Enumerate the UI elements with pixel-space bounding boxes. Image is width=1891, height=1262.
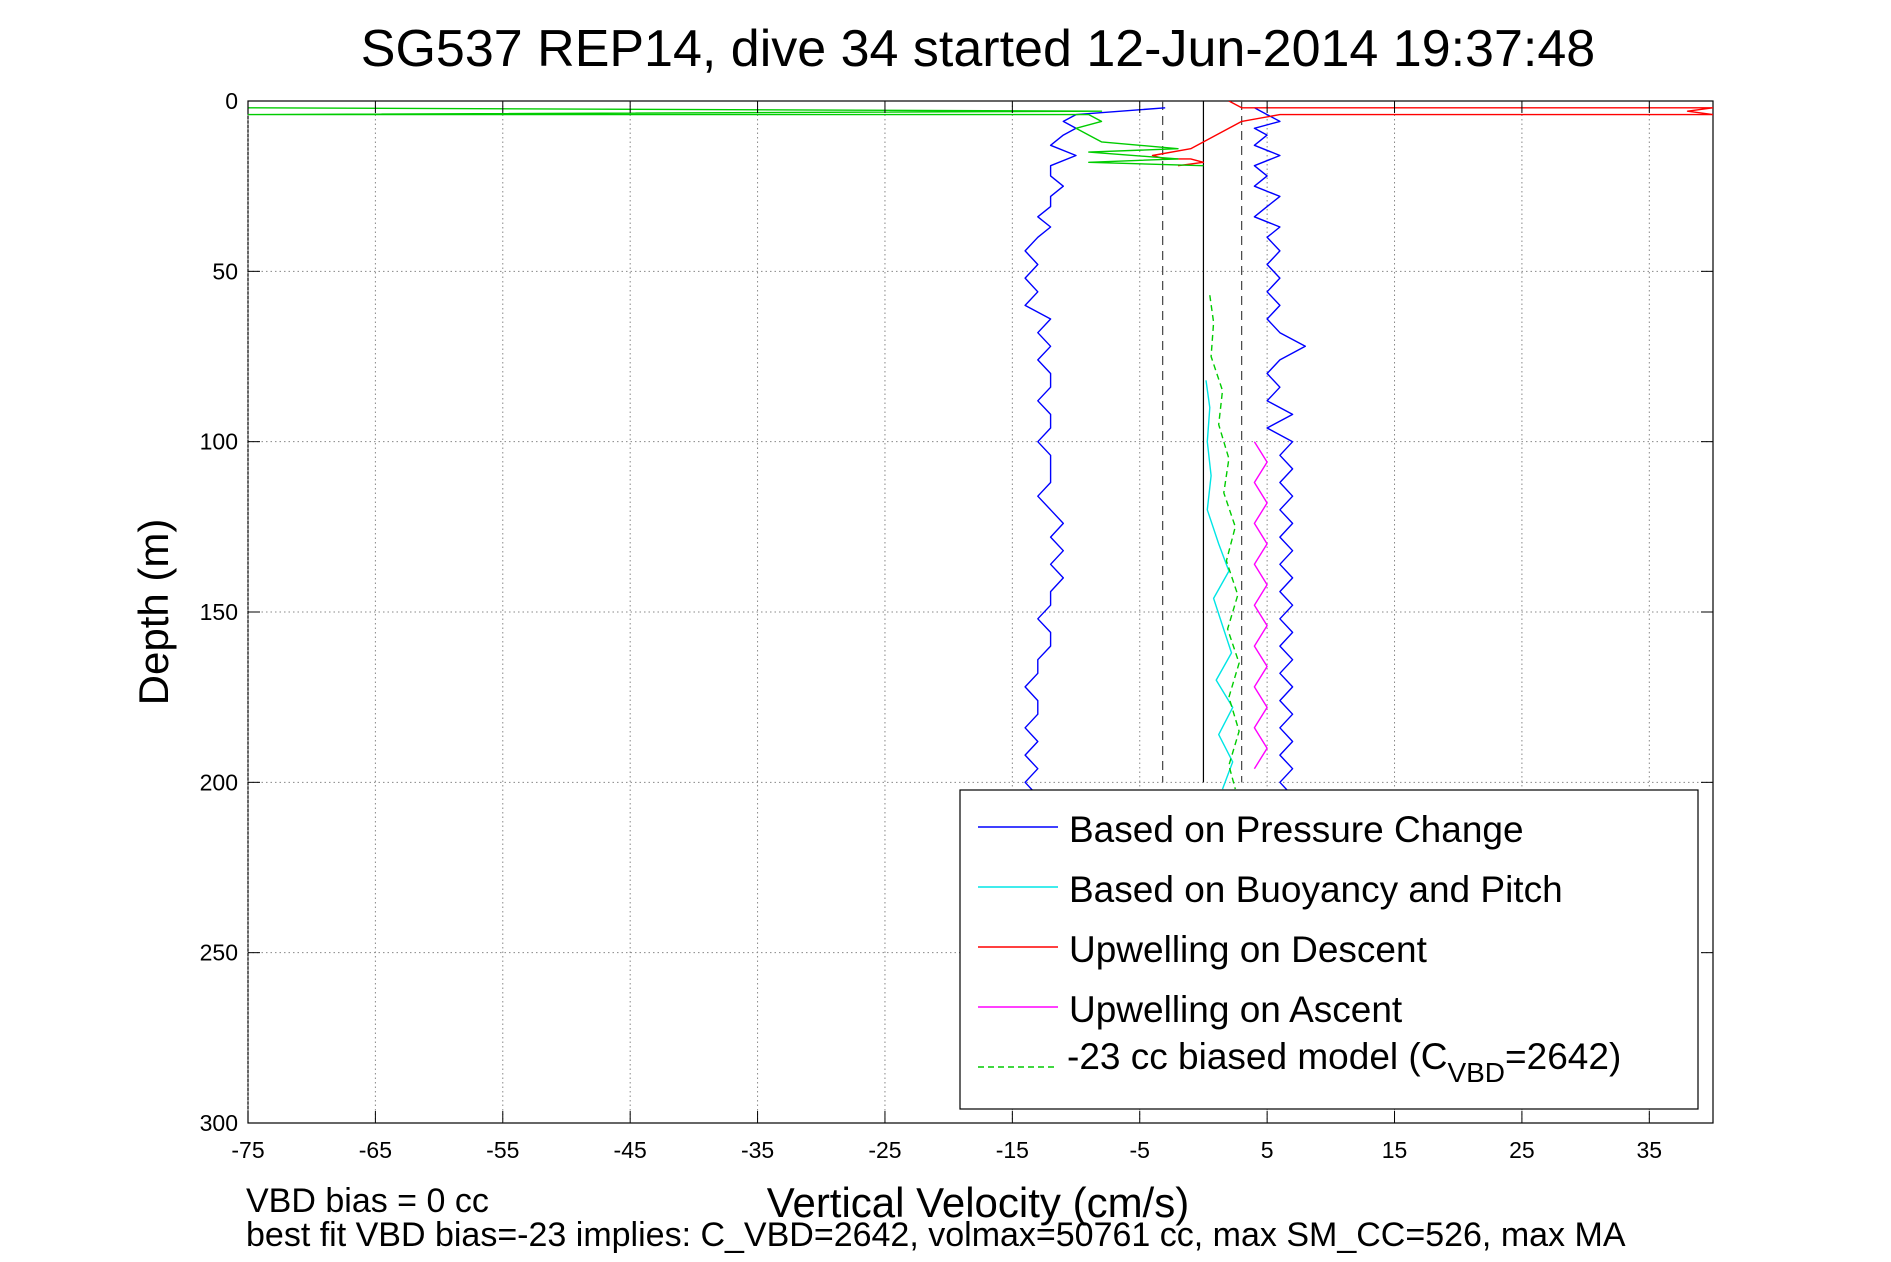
legend-model-tail: =2642) [1505, 1036, 1621, 1077]
x-tick-label: -15 [996, 1137, 1029, 1163]
y-tick-label: 300 [200, 1110, 238, 1136]
series-layer [248, 101, 1713, 797]
chart-title: SG537 REP14, dive 34 started 12-Jun-2014… [361, 20, 1595, 78]
y-axis-label: Depth (m) [130, 519, 177, 706]
x-axis-label: Vertical Velocity (cm/s) [767, 1179, 1189, 1226]
legend-box [959, 789, 1699, 1110]
y-tick-label: 200 [200, 769, 238, 795]
x-tick-label: 5 [1261, 1137, 1274, 1163]
legend-label-pressure: Based on Pressure Change [1069, 809, 1524, 850]
series-line-1 [1253, 107, 1307, 797]
x-axis-ticks: -75 -65 -55 -45 -35 -25 -15 -5 5 15 25 35 [231, 101, 1662, 1163]
reference-lines [1162, 101, 1243, 783]
y-tick-label: 100 [200, 429, 238, 455]
x-tick-label: -55 [486, 1137, 519, 1163]
x-tick-label: 15 [1382, 1137, 1408, 1163]
x-tick-label: -35 [741, 1137, 774, 1163]
series-line-0 [1024, 107, 1166, 797]
y-tick-label: 250 [200, 940, 238, 966]
legend-label-buoyancy: Based on Buoyancy and Pitch [1069, 869, 1563, 910]
legend-model-main: -23 cc biased model (C [1067, 1036, 1447, 1077]
series-line-5 [1209, 295, 1240, 790]
x-tick-label: 25 [1509, 1137, 1535, 1163]
legend-model-subscript: VBD [1447, 1057, 1505, 1088]
x-tick-label: -65 [359, 1137, 392, 1163]
x-tick-label: -75 [231, 1137, 264, 1163]
footer-vbd-bias: VBD bias = 0 cc [246, 1182, 489, 1220]
series-line-3 [1151, 101, 1713, 167]
x-tick-label: -5 [1130, 1137, 1150, 1163]
series-line-6 [248, 107, 1204, 167]
legend-label-ascent: Upwelling on Ascent [1069, 989, 1403, 1030]
legend: Based on Pressure Change Based on Buoyan… [959, 789, 1699, 1110]
y-tick-label: 150 [200, 599, 238, 625]
footer-best-fit: best fit VBD bias=-23 implies: C_VBD=264… [246, 1216, 1626, 1254]
y-tick-label: 50 [212, 258, 238, 284]
x-tick-label: 35 [1637, 1137, 1663, 1163]
y-axis-ticks: 0 50 100 150 200 250 300 [200, 88, 1713, 1136]
series-line-4 [1253, 441, 1268, 770]
series-line-2 [1205, 380, 1234, 790]
x-tick-label: -45 [614, 1137, 647, 1163]
legend-label-model: -23 cc biased model (CVBD=2642) [1067, 1036, 1621, 1088]
y-tick-label: 0 [225, 88, 238, 114]
x-tick-label: -25 [868, 1137, 901, 1163]
legend-label-descent: Upwelling on Descent [1069, 929, 1428, 970]
